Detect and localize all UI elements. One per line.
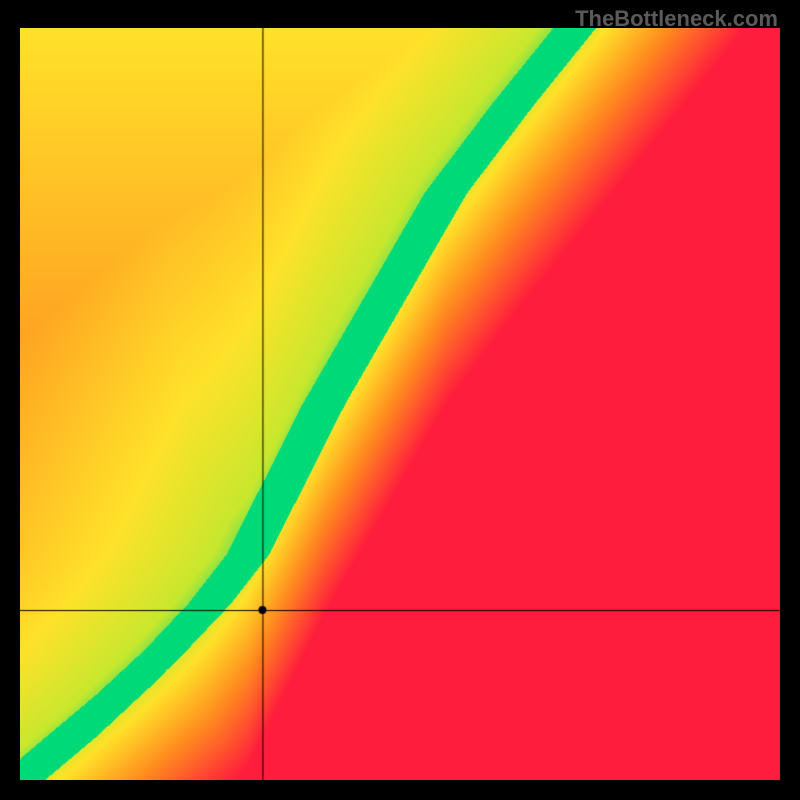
chart-frame: TheBottleneck.com [0, 0, 800, 800]
heatmap-plot [20, 28, 780, 780]
heatmap-canvas [20, 28, 780, 780]
watermark-text: TheBottleneck.com [575, 6, 778, 32]
